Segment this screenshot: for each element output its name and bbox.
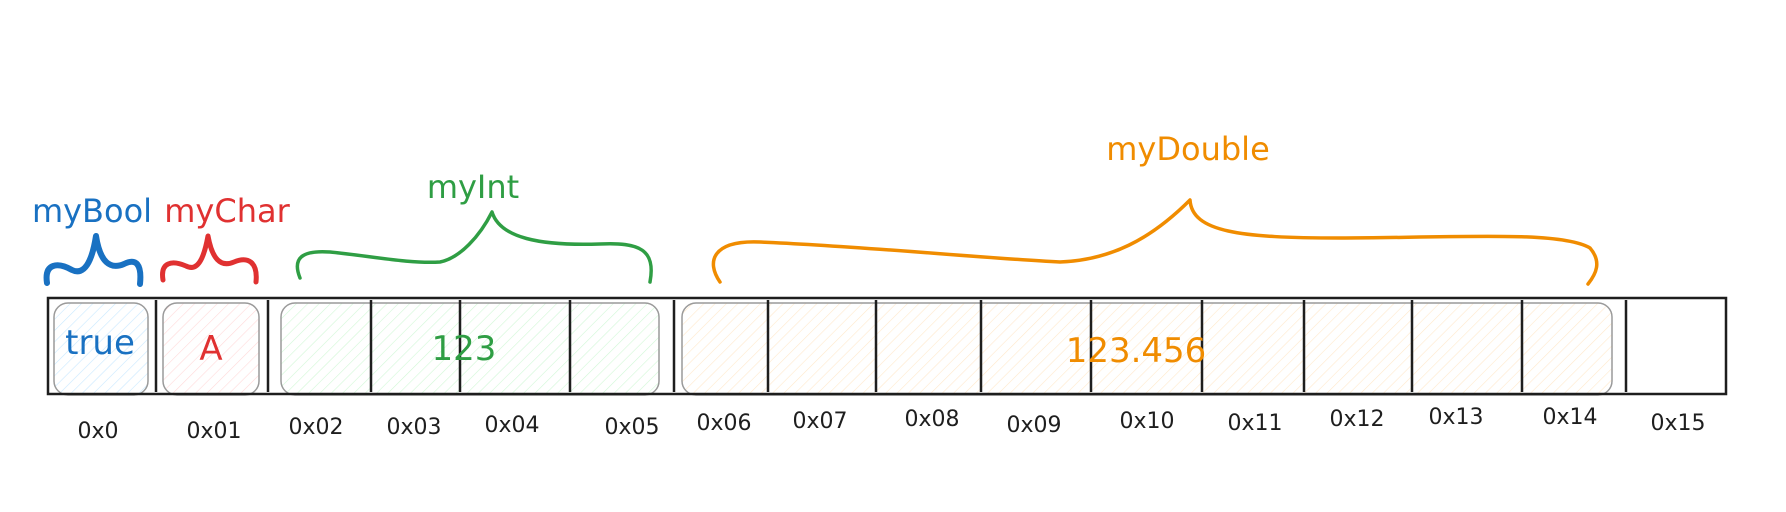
int-brace (295, 210, 653, 284)
address-label: 0x01 (186, 419, 241, 444)
address-labels: 0x0 0x01 0x02 0x03 0x04 0x05 0x06 0x07 0… (77, 405, 1705, 444)
memory-strip (46, 296, 1728, 396)
address-label: 0x05 (604, 415, 659, 440)
address-label: 0x14 (1542, 405, 1597, 430)
address-label: 0x13 (1428, 405, 1483, 430)
cell-dividers (154, 300, 1628, 392)
char-brace (160, 233, 259, 285)
char-variable-name: myChar (164, 192, 290, 230)
int-value: 123 (432, 329, 497, 369)
address-label: 0x09 (1006, 413, 1061, 438)
address-label: 0x02 (288, 415, 343, 440)
address-label: 0x15 (1650, 411, 1705, 436)
address-label: 0x04 (484, 413, 539, 438)
double-variable-name: myDouble (1106, 130, 1270, 168)
address-label: 0x10 (1119, 409, 1174, 434)
address-label: 0x0 (77, 419, 118, 444)
char-value: A (199, 329, 222, 369)
address-label: 0x06 (696, 411, 751, 436)
int-variable-name: myInt (427, 168, 519, 206)
address-label: 0x03 (386, 415, 441, 440)
bool-value: true (65, 323, 135, 363)
address-label: 0x12 (1329, 407, 1384, 432)
double-brace (711, 198, 1599, 286)
bool-brace (43, 233, 144, 287)
address-label: 0x07 (792, 409, 847, 434)
bool-variable-name: myBool (32, 192, 152, 230)
double-value: 123.456 (1066, 331, 1207, 371)
address-label: 0x08 (904, 407, 959, 432)
address-label: 0x11 (1227, 411, 1282, 436)
